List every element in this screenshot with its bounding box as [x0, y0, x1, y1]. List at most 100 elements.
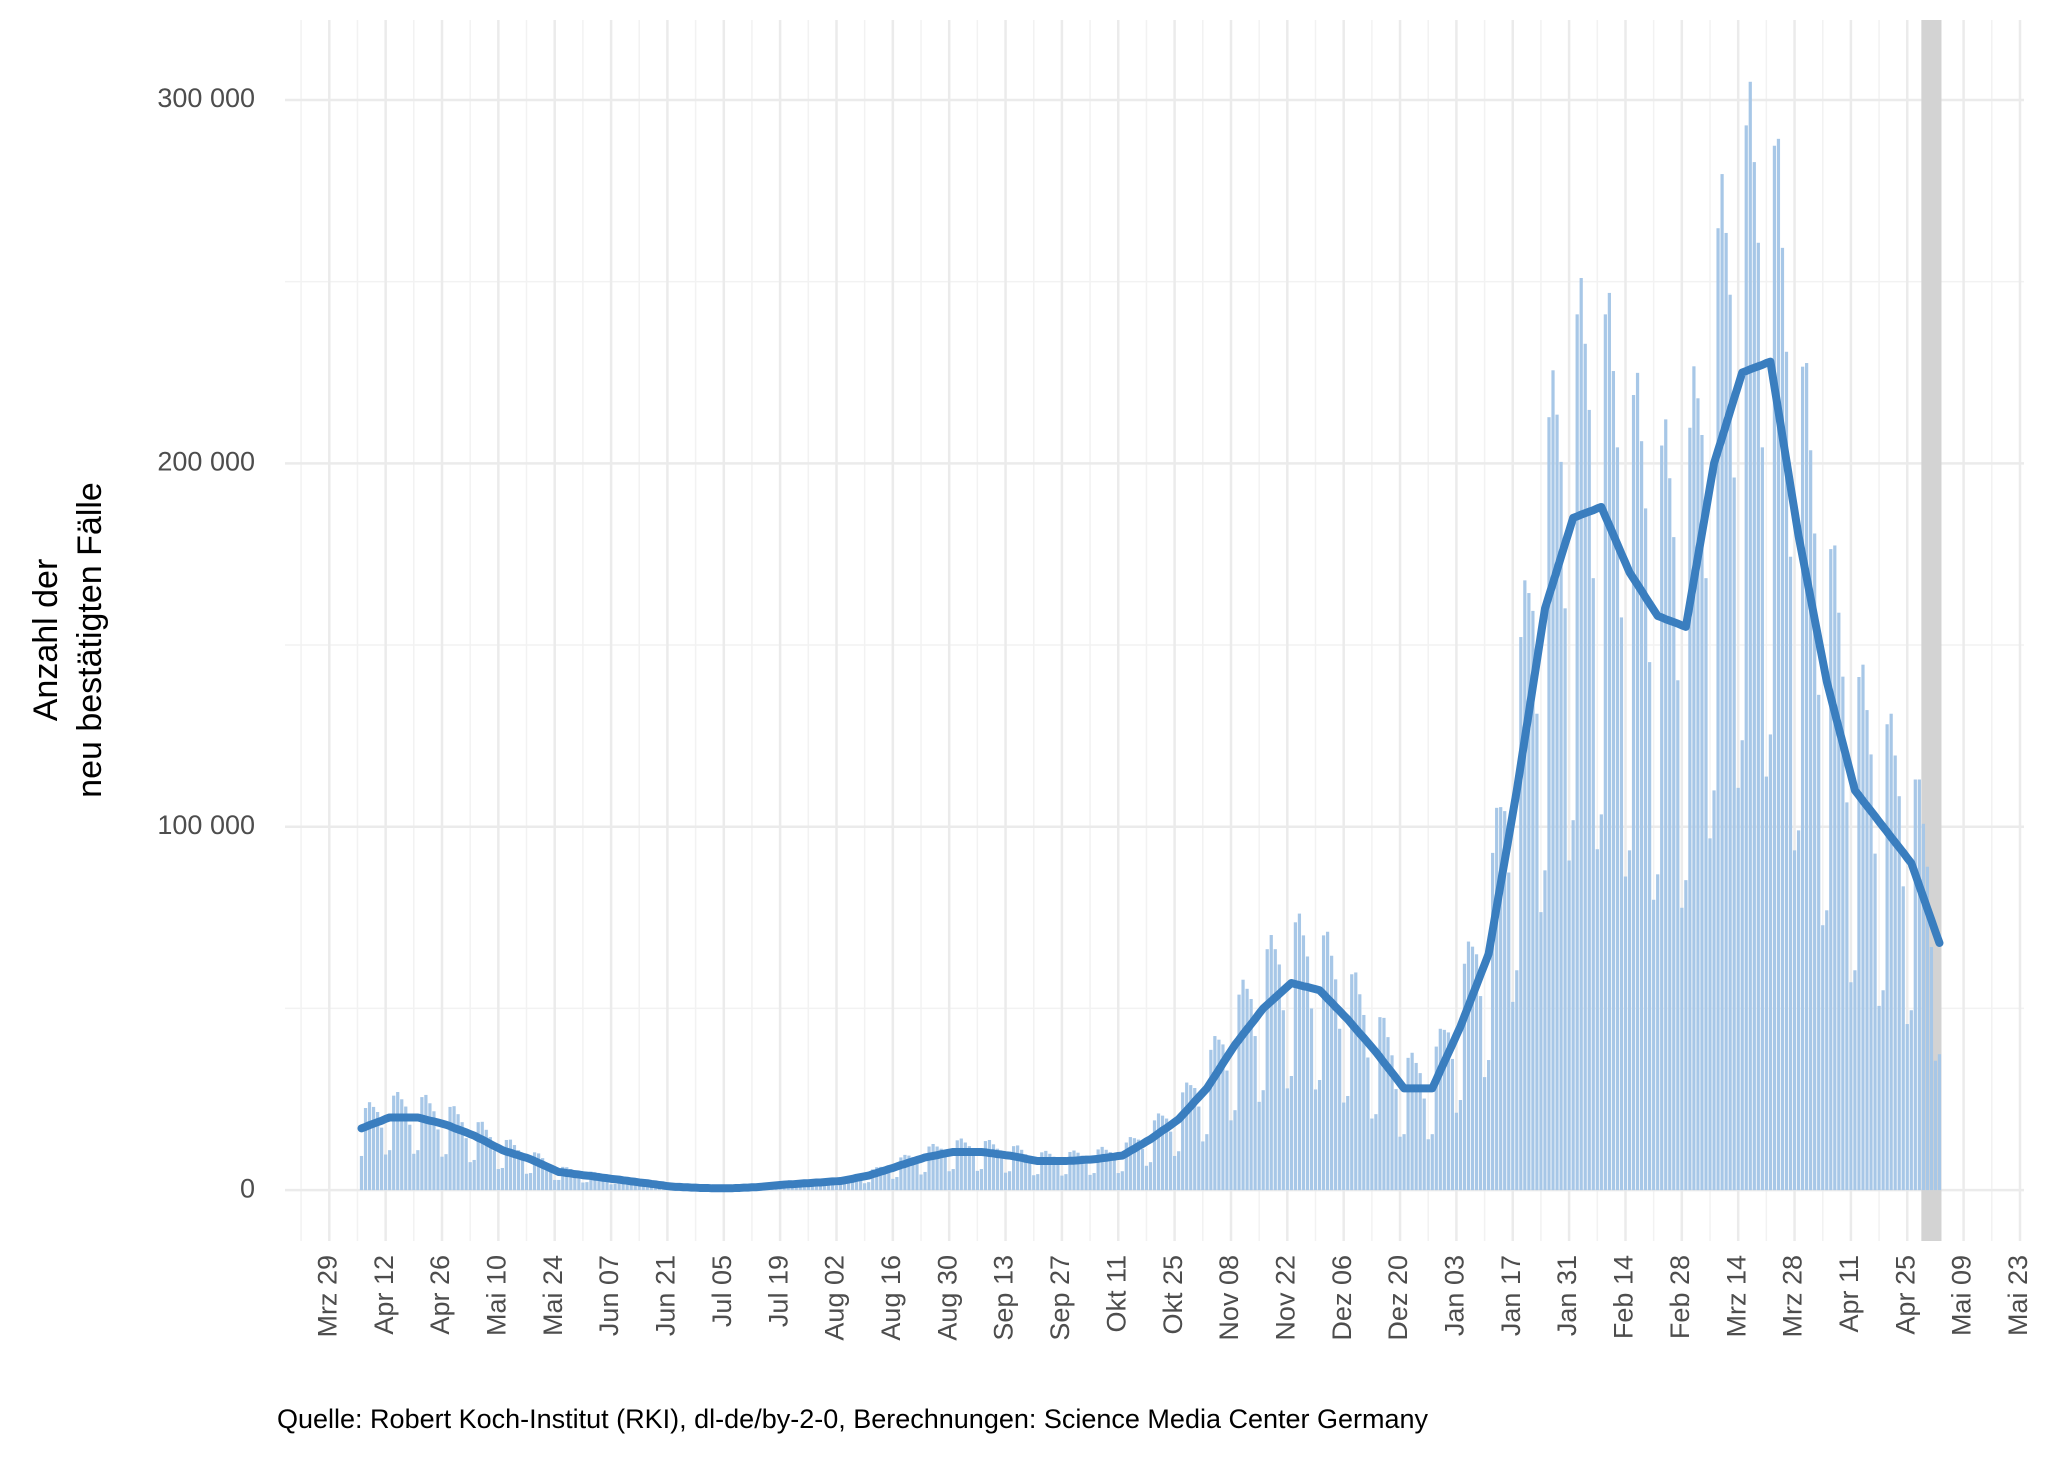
bar	[1535, 713, 1539, 1191]
bar	[1032, 1175, 1036, 1191]
bar	[931, 1143, 935, 1191]
bar	[480, 1121, 484, 1191]
bar	[1297, 913, 1302, 1191]
bar	[1744, 125, 1748, 1191]
bar	[1837, 612, 1841, 1191]
bar	[1338, 1028, 1342, 1191]
caption: Quelle: Robert Koch-Institut (RKI), dl-d…	[277, 1404, 1429, 1434]
bar	[1748, 81, 1752, 1191]
bar	[1865, 710, 1869, 1191]
bar	[1048, 1153, 1052, 1191]
bar	[955, 1140, 959, 1191]
bar	[1527, 593, 1531, 1191]
bar	[1684, 880, 1688, 1191]
x-tick-label: Jun 21	[651, 1255, 681, 1336]
bar	[1088, 1174, 1092, 1191]
bar	[1350, 974, 1354, 1191]
bar	[1189, 1085, 1193, 1191]
bar	[448, 1106, 452, 1191]
bar	[1370, 1118, 1374, 1191]
x-tick-label: Sep 27	[1045, 1255, 1075, 1341]
bar	[1321, 935, 1326, 1191]
bar	[641, 1186, 645, 1191]
x-tick-label: Mai 24	[538, 1255, 568, 1336]
bar	[1507, 872, 1511, 1191]
bar	[1446, 1032, 1450, 1191]
x-tick-label: Jan 03	[1440, 1255, 1470, 1336]
bar	[1623, 876, 1628, 1191]
bar	[1696, 398, 1700, 1191]
x-tick-label: Dez 06	[1327, 1255, 1357, 1341]
bar	[1317, 1080, 1322, 1191]
bar	[1700, 434, 1704, 1191]
bar	[1643, 508, 1648, 1191]
bar	[1253, 1036, 1257, 1191]
bar	[536, 1153, 541, 1191]
bar	[1168, 1131, 1173, 1191]
bar	[1237, 994, 1241, 1191]
bar	[1177, 1151, 1181, 1191]
bar	[1607, 292, 1611, 1191]
bar	[1841, 676, 1845, 1191]
bar	[1937, 1054, 1942, 1191]
bar	[524, 1173, 529, 1191]
x-tick-label: Mai 09	[1947, 1255, 1977, 1336]
bar	[1241, 979, 1245, 1191]
bar	[1418, 1073, 1422, 1191]
bar	[436, 1129, 440, 1191]
bar	[1853, 970, 1857, 1191]
bar	[1563, 608, 1567, 1191]
bar	[1877, 1005, 1881, 1191]
bar	[991, 1144, 996, 1191]
bar	[1112, 1159, 1116, 1191]
bar	[1499, 807, 1503, 1191]
bar	[601, 1175, 605, 1191]
bar	[1559, 461, 1563, 1191]
bar	[408, 1124, 412, 1191]
bar	[1185, 1082, 1189, 1191]
bar	[416, 1150, 420, 1191]
bar	[1124, 1142, 1128, 1191]
bar	[995, 1148, 1000, 1191]
bar	[1257, 1101, 1261, 1191]
bar	[468, 1162, 472, 1191]
x-tick-label: Feb 28	[1665, 1255, 1695, 1339]
bar	[1849, 982, 1853, 1191]
bar	[1772, 145, 1777, 1191]
bar	[1470, 946, 1475, 1191]
bar	[1205, 1134, 1209, 1191]
bar	[971, 1155, 975, 1191]
bar	[1108, 1151, 1112, 1191]
bar	[545, 1162, 549, 1191]
bar	[1289, 1076, 1293, 1191]
bar	[541, 1158, 545, 1191]
bar	[999, 1158, 1004, 1191]
x-tick-label: Mai 23	[2003, 1255, 2033, 1336]
x-tick-label: Dez 20	[1383, 1255, 1413, 1341]
bar	[1458, 1100, 1463, 1191]
y-tick-label: 100 000	[157, 810, 255, 840]
bar	[1076, 1152, 1080, 1191]
bar	[375, 1111, 380, 1191]
bar	[1567, 860, 1571, 1191]
bar	[1354, 972, 1358, 1191]
bar	[875, 1167, 879, 1191]
bar	[1800, 366, 1805, 1191]
bar	[1060, 1175, 1064, 1191]
bar	[1615, 447, 1620, 1191]
bar	[1784, 351, 1789, 1191]
bar	[1603, 314, 1607, 1191]
bar	[1716, 228, 1720, 1191]
bar	[1482, 1077, 1487, 1191]
bar	[1913, 779, 1917, 1191]
bar	[1921, 823, 1925, 1191]
bar	[1386, 1037, 1390, 1191]
x-tick-label: Apr 11	[1834, 1255, 1864, 1333]
bar	[1539, 912, 1543, 1191]
bar	[967, 1146, 971, 1191]
bar	[951, 1169, 955, 1191]
bar	[1825, 910, 1829, 1191]
bar	[1164, 1118, 1169, 1191]
bar	[1551, 370, 1555, 1191]
bar	[1068, 1151, 1072, 1191]
